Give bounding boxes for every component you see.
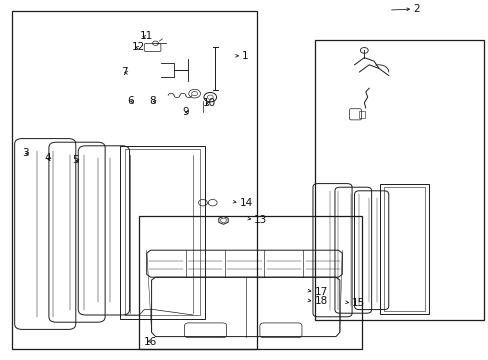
Text: 7: 7: [121, 67, 128, 77]
Text: 3: 3: [22, 148, 29, 158]
Text: 11: 11: [139, 31, 152, 41]
Bar: [315, 40, 483, 320]
Bar: [383, 187, 425, 311]
Text: 9: 9: [182, 107, 188, 117]
Text: 12: 12: [132, 42, 145, 52]
Text: 1: 1: [242, 51, 248, 61]
Bar: [139, 216, 361, 349]
Text: 4: 4: [44, 153, 51, 163]
Text: 15: 15: [351, 298, 365, 308]
Bar: [12, 11, 256, 349]
Text: 2: 2: [412, 4, 419, 14]
Text: 17: 17: [314, 287, 327, 297]
Text: 14: 14: [239, 198, 252, 208]
Text: 5: 5: [72, 155, 79, 165]
Text: 6: 6: [127, 96, 134, 106]
Bar: [380, 184, 428, 314]
Text: 10: 10: [203, 98, 216, 108]
Bar: [124, 149, 200, 315]
Bar: [120, 146, 205, 319]
Text: 8: 8: [149, 96, 156, 106]
Text: 16: 16: [144, 337, 157, 347]
Text: 13: 13: [254, 215, 267, 225]
Text: 18: 18: [314, 296, 327, 306]
Bar: [359, 111, 365, 118]
